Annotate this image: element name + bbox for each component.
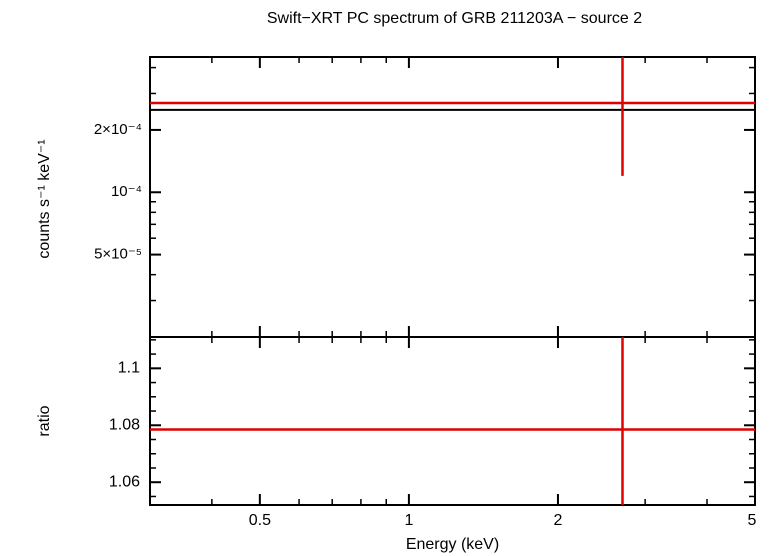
y-tick-label: 5×10⁻⁵ <box>94 246 142 263</box>
x-tick-label: 5 <box>748 512 757 529</box>
x-tick-label: 2 <box>554 512 563 529</box>
y-axis-label: ratio <box>36 405 53 436</box>
y-tick-label: 10⁻⁴ <box>111 183 142 200</box>
x-tick-label: 0.5 <box>249 512 271 529</box>
y-axis-label: counts s⁻¹ keV⁻¹ <box>36 139 53 258</box>
y-tick-label: 1.06 <box>109 473 140 490</box>
chart-title: Swift−XRT PC spectrum of GRB 211203A − s… <box>267 10 642 27</box>
y-tick-label: 1.1 <box>118 360 140 377</box>
x-axis-label: Energy (keV) <box>406 536 499 553</box>
y-tick-label: 1.08 <box>109 416 140 433</box>
spectrum-panel-frame <box>149 56 756 338</box>
x-tick-label: 1 <box>404 512 413 529</box>
ratio-panel-frame <box>149 336 756 506</box>
y-tick-label: 2×10⁻⁴ <box>94 121 142 138</box>
